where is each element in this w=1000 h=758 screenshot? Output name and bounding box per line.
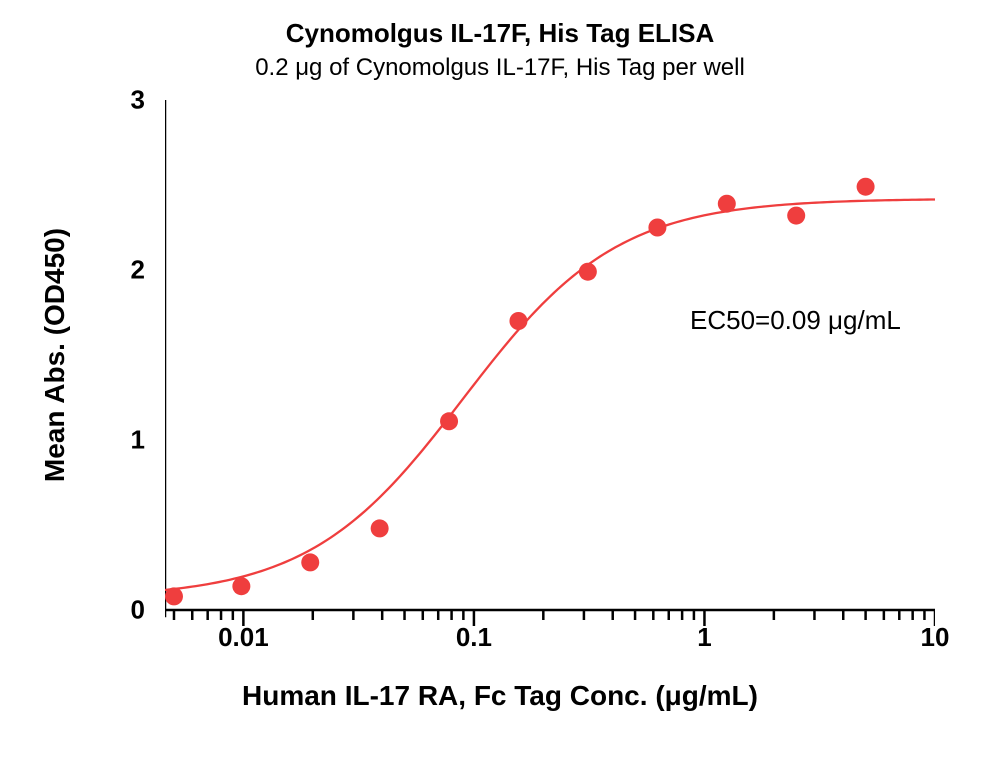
data-point	[440, 412, 458, 430]
chart-subtitle: 0.2 μg of Cynomolgus IL-17F, His Tag per…	[0, 54, 1000, 82]
plot-area	[165, 100, 935, 610]
x-tick-label: 0.01	[218, 622, 269, 653]
x-tick-label: 0.1	[456, 622, 492, 653]
y-axis-label: Mean Abs. (OD450)	[39, 228, 71, 482]
data-point	[579, 263, 597, 281]
fit-curve	[165, 199, 935, 589]
data-point	[301, 553, 319, 571]
y-tick-label: 2	[105, 255, 145, 286]
data-point	[232, 577, 250, 595]
data-point	[787, 207, 805, 225]
plot-svg	[165, 100, 935, 640]
data-point	[648, 219, 666, 237]
elisa-figure: Cynomolgus IL-17F, His Tag ELISA 0.2 μg …	[0, 0, 1000, 758]
data-point	[718, 195, 736, 213]
y-tick-label: 0	[105, 595, 145, 626]
x-axis-label: Human IL-17 RA, Fc Tag Conc. (μg/mL)	[0, 680, 1000, 712]
y-tick-label: 3	[105, 85, 145, 116]
data-point	[857, 178, 875, 196]
data-point	[165, 587, 183, 605]
chart-title: Cynomolgus IL-17F, His Tag ELISA	[0, 18, 1000, 49]
x-tick-label: 1	[697, 622, 711, 653]
data-point	[371, 519, 389, 537]
x-tick-label: 10	[921, 622, 950, 653]
y-tick-label: 1	[105, 425, 145, 456]
data-point	[509, 312, 527, 330]
